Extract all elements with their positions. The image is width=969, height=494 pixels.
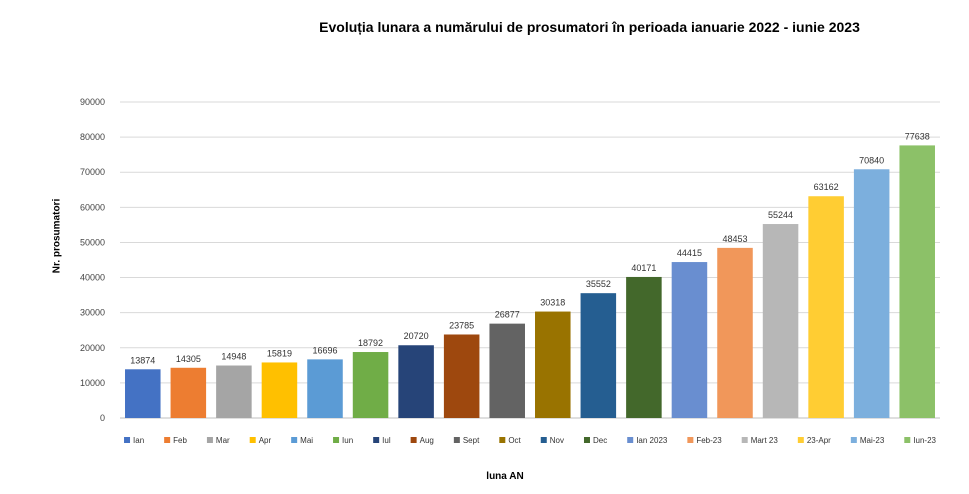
- data-label: 48453: [722, 234, 747, 244]
- bar: [170, 367, 207, 418]
- legend-label: Iun: [342, 436, 353, 445]
- data-label: 14948: [221, 352, 246, 362]
- legend-swatch: [741, 437, 748, 443]
- bar: [808, 196, 844, 418]
- y-tick-label: 80000: [80, 132, 105, 142]
- legend-label: Mai-23: [860, 436, 885, 445]
- legend-label: Aug: [420, 436, 434, 445]
- y-axis-ticks: 0 10000 20000 30000 40000 50000 60000 70000 8000…: [80, 97, 105, 423]
- data-labels: 13874 14305 14948 15819 16696 18792 20720 23785…: [130, 131, 929, 365]
- legend-label: Oct: [508, 436, 521, 445]
- bar: [125, 369, 161, 418]
- legend-swatch: [124, 437, 131, 443]
- legend-swatch: [373, 437, 380, 443]
- data-label: 35552: [586, 279, 611, 289]
- data-label: 18792: [358, 338, 383, 348]
- legend-swatch: [249, 437, 256, 443]
- data-label: 16696: [312, 345, 337, 355]
- data-label: 14305: [176, 354, 201, 364]
- bar: [626, 276, 662, 418]
- data-label: 77638: [905, 131, 930, 141]
- bar: [853, 169, 890, 418]
- bar: [899, 145, 935, 418]
- x-axis-label: luna AN: [486, 471, 524, 482]
- chart-title: Evoluția lunara a numărului de prosumato…: [319, 19, 860, 35]
- legend: Ian Feb Mar Apr Mai Iun Iul Aug Sept Oct Nov Dec Ian…: [124, 436, 937, 445]
- legend-swatch: [206, 437, 213, 443]
- legend-swatch: [453, 437, 460, 443]
- gridlines: [120, 101, 940, 419]
- legend-swatch: [164, 437, 171, 443]
- data-label: 20720: [404, 331, 429, 341]
- legend-swatch: [333, 437, 340, 443]
- y-tick-label: 0: [100, 413, 105, 423]
- data-label: 30318: [540, 298, 565, 308]
- y-tick-label: 90000: [80, 97, 105, 107]
- legend-label: Mai: [300, 436, 313, 445]
- data-label: 44415: [677, 248, 702, 258]
- y-tick-label: 10000: [80, 378, 105, 388]
- y-tick-label: 60000: [80, 202, 105, 212]
- legend-label: Mar: [216, 436, 230, 445]
- data-label: 40171: [631, 263, 656, 273]
- legend-label: Apr: [259, 436, 272, 445]
- y-tick-label: 30000: [80, 308, 105, 318]
- legend-label: Feb-23: [696, 436, 722, 445]
- bar: [398, 345, 434, 418]
- legend-swatch: [850, 437, 857, 443]
- legend-swatch: [540, 437, 547, 443]
- legend-label: Iul: [382, 436, 391, 445]
- bar: [352, 352, 389, 418]
- data-label: 63162: [814, 182, 839, 192]
- legend-swatch: [797, 437, 804, 443]
- legend-label: Iun-23: [913, 436, 936, 445]
- legend-label: Feb: [173, 436, 187, 445]
- legend-swatch: [410, 437, 417, 443]
- bar: [671, 262, 708, 418]
- bar: [580, 293, 617, 418]
- data-label: 15819: [267, 348, 292, 358]
- legend-label: Nov: [550, 436, 564, 445]
- bar: [535, 311, 571, 418]
- data-label: 26877: [495, 310, 520, 320]
- legend-label: 23-Apr: [807, 436, 831, 445]
- y-tick-label: 50000: [80, 237, 105, 247]
- legend-swatch: [291, 437, 298, 443]
- y-tick-label: 20000: [80, 343, 105, 353]
- legend-swatch: [904, 437, 911, 443]
- data-label: 70840: [859, 155, 884, 165]
- data-label: 13874: [130, 355, 155, 365]
- legend-label: Dec: [593, 436, 607, 445]
- legend-swatch: [627, 437, 634, 443]
- legend-label: Ian 2023: [636, 436, 668, 445]
- bar: [307, 359, 343, 418]
- bar: [216, 365, 252, 418]
- bars: [125, 145, 935, 418]
- bar: [717, 247, 753, 418]
- legend-label: Mart 23: [751, 436, 779, 445]
- bar: [762, 224, 799, 418]
- bar: [489, 323, 525, 418]
- legend-swatch: [687, 437, 694, 443]
- data-label: 55244: [768, 210, 793, 220]
- legend-label: Sept: [463, 436, 480, 445]
- legend-label: Ian: [133, 436, 144, 445]
- y-tick-label: 70000: [80, 167, 105, 177]
- legend-swatch: [499, 437, 506, 443]
- bar: [261, 362, 298, 418]
- legend-swatch: [583, 437, 590, 443]
- data-label: 23785: [449, 320, 474, 330]
- bar: [443, 334, 480, 418]
- y-tick-label: 40000: [80, 273, 105, 283]
